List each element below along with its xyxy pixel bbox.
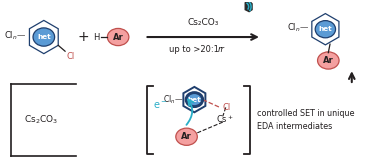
Ellipse shape xyxy=(186,93,203,107)
Text: H: H xyxy=(93,32,99,41)
Text: e$^-$: e$^-$ xyxy=(153,100,167,111)
Text: up to >20:1: up to >20:1 xyxy=(169,45,222,54)
Text: Cl$_n$—: Cl$_n$— xyxy=(4,30,26,42)
Ellipse shape xyxy=(33,28,55,46)
Text: Ar: Ar xyxy=(323,56,334,65)
Text: Cl: Cl xyxy=(66,52,74,61)
Ellipse shape xyxy=(318,52,339,69)
Text: controlled SET in unique
EDA intermediates: controlled SET in unique EDA intermediat… xyxy=(257,109,355,131)
Ellipse shape xyxy=(315,21,336,38)
Text: het: het xyxy=(319,26,332,32)
Text: Cs$_2$CO$_3$: Cs$_2$CO$_3$ xyxy=(24,114,59,126)
Text: +: + xyxy=(77,30,89,44)
Text: Cs$^+$: Cs$^+$ xyxy=(216,113,234,125)
Text: Cs₂CO₃: Cs₂CO₃ xyxy=(187,18,219,27)
Ellipse shape xyxy=(107,28,129,46)
Polygon shape xyxy=(245,1,252,12)
Text: Cl: Cl xyxy=(223,103,231,112)
Text: Cl$_n$—: Cl$_n$— xyxy=(287,22,309,34)
Text: het: het xyxy=(37,34,51,40)
Text: Ar: Ar xyxy=(113,32,124,41)
Text: het: het xyxy=(187,97,201,103)
Text: Cl$_n$—: Cl$_n$— xyxy=(163,93,183,106)
Ellipse shape xyxy=(176,128,197,145)
Text: rr: rr xyxy=(217,45,224,54)
Text: Ar: Ar xyxy=(181,132,192,141)
